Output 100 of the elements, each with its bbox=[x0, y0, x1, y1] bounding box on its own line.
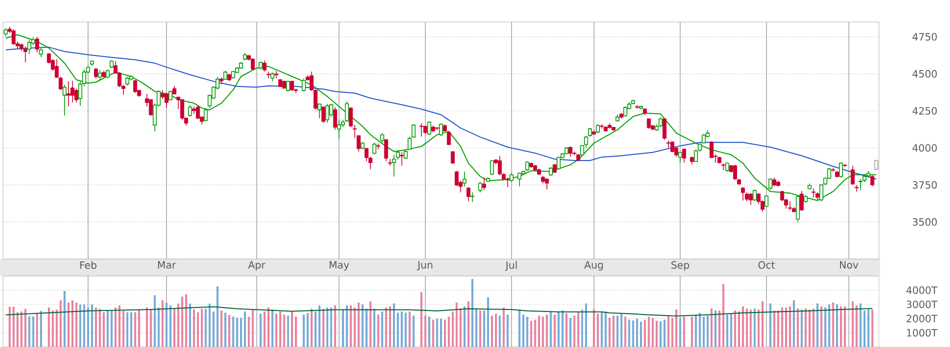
candlestick bbox=[164, 92, 168, 108]
bar bbox=[52, 310, 54, 347]
candlestick bbox=[870, 174, 874, 187]
candlestick bbox=[62, 84, 67, 116]
bar bbox=[475, 308, 478, 347]
bar bbox=[326, 308, 328, 347]
bar bbox=[746, 308, 748, 347]
bar bbox=[718, 310, 720, 347]
bar bbox=[236, 318, 238, 347]
candlestick bbox=[66, 81, 70, 107]
candlestick bbox=[517, 172, 522, 187]
y-tick-label: 4500 bbox=[912, 70, 937, 78]
bar bbox=[228, 314, 230, 347]
bar bbox=[585, 303, 588, 347]
candlestick bbox=[506, 177, 510, 188]
bar bbox=[110, 310, 113, 347]
candlestick bbox=[23, 46, 28, 63]
bar bbox=[863, 310, 866, 347]
bar bbox=[456, 302, 458, 347]
candlestick bbox=[658, 117, 663, 128]
bar bbox=[644, 320, 646, 347]
bar bbox=[600, 311, 603, 347]
bar bbox=[738, 311, 740, 347]
bar bbox=[204, 308, 207, 347]
candlestick bbox=[678, 151, 682, 164]
bar bbox=[185, 294, 188, 347]
candlestick bbox=[70, 80, 74, 103]
bar bbox=[260, 314, 262, 347]
bar bbox=[546, 314, 548, 347]
bar bbox=[722, 284, 724, 347]
y-tick-label: 2000T bbox=[906, 314, 938, 322]
bar bbox=[522, 314, 524, 347]
bar bbox=[342, 309, 344, 347]
bar bbox=[628, 320, 630, 347]
bar bbox=[769, 303, 772, 347]
bar bbox=[130, 312, 132, 347]
bar bbox=[264, 311, 266, 347]
bar bbox=[83, 304, 86, 347]
bar bbox=[169, 305, 172, 347]
bar bbox=[648, 316, 650, 347]
bar bbox=[554, 314, 556, 347]
x-tick-label: Sep bbox=[671, 261, 690, 271]
bar bbox=[824, 308, 826, 347]
candlestick bbox=[812, 188, 816, 198]
bar bbox=[734, 310, 736, 347]
candlestick bbox=[419, 122, 424, 137]
candlestick bbox=[710, 140, 714, 159]
bar bbox=[87, 308, 90, 347]
bar bbox=[690, 316, 693, 347]
bar bbox=[294, 316, 297, 347]
candlestick bbox=[392, 154, 396, 177]
bar bbox=[534, 320, 536, 347]
bar bbox=[150, 309, 152, 347]
bar bbox=[592, 309, 595, 347]
bar bbox=[558, 311, 560, 347]
y-tick-label: 4000 bbox=[912, 144, 937, 152]
bar bbox=[620, 314, 622, 347]
bar bbox=[381, 311, 384, 347]
bar bbox=[569, 318, 572, 347]
bar bbox=[366, 308, 368, 347]
candlestick bbox=[400, 152, 404, 166]
bar bbox=[232, 316, 234, 347]
bar bbox=[526, 316, 528, 347]
bar bbox=[60, 300, 62, 347]
bar bbox=[494, 314, 497, 347]
candlestick bbox=[556, 156, 561, 170]
candlestick bbox=[800, 190, 804, 212]
bar bbox=[808, 309, 811, 347]
bar bbox=[216, 286, 218, 347]
bar bbox=[36, 312, 38, 347]
bar bbox=[200, 308, 203, 347]
bar bbox=[212, 311, 215, 347]
bar bbox=[562, 310, 564, 347]
candlestick bbox=[262, 60, 267, 72]
bar bbox=[440, 318, 442, 347]
bar bbox=[354, 308, 356, 347]
bar bbox=[608, 318, 611, 347]
candlestick bbox=[788, 200, 792, 211]
bar bbox=[385, 308, 388, 347]
candlestick bbox=[404, 148, 408, 160]
bar bbox=[804, 308, 807, 347]
bar bbox=[400, 311, 403, 347]
bar bbox=[362, 304, 364, 347]
bar bbox=[710, 308, 713, 347]
bar bbox=[860, 303, 862, 347]
candlestick bbox=[250, 58, 255, 71]
bar bbox=[836, 304, 838, 347]
bar bbox=[852, 301, 854, 347]
bar bbox=[436, 318, 438, 347]
candlestick bbox=[748, 192, 753, 206]
candlestick bbox=[854, 184, 859, 192]
bar bbox=[318, 305, 320, 347]
bar bbox=[679, 318, 682, 347]
bar bbox=[518, 309, 520, 347]
x-tick-label: Apr bbox=[248, 261, 266, 271]
bar bbox=[781, 308, 784, 347]
bar bbox=[464, 306, 466, 347]
candlestick bbox=[850, 165, 855, 186]
bar bbox=[632, 320, 634, 347]
candlestick bbox=[337, 119, 342, 140]
